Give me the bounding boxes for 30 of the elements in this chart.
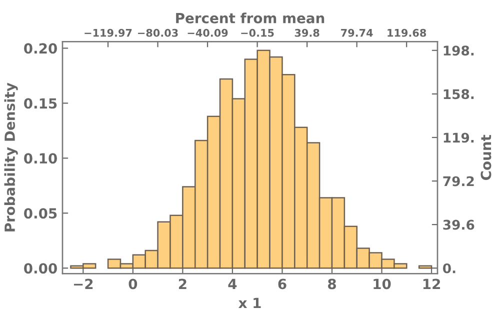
x-tick-label: 0 (128, 278, 138, 290)
x2-tick-label: 79.74 (341, 28, 373, 37)
x-tick-label: 2 (178, 278, 186, 290)
x-tick-label: 4 (228, 278, 237, 290)
y-tick-label: 0.05 (24, 208, 57, 219)
y2-tick-label: 158. (444, 89, 474, 100)
x2-axis-title: Percent from mean (176, 12, 324, 24)
y-axis-title: Probability Density (4, 82, 18, 232)
y-tick-label: 0.20 (24, 43, 57, 54)
x-tick-label: 8 (328, 278, 336, 290)
x2-tick-label: −80.03 (138, 28, 178, 37)
x-tick-label: 12 (423, 278, 440, 290)
y2-tick-label: 0. (442, 263, 456, 274)
y2-tick-label: 119. (444, 132, 474, 143)
x2-tick-label: −0.15 (241, 28, 274, 37)
x-tick-label: −2 (74, 278, 93, 290)
y2-axis-title: Count (480, 134, 492, 180)
y-tick-label: 0.10 (24, 153, 57, 164)
x-tick-label: 10 (374, 278, 391, 290)
x-tick-label: 6 (278, 278, 286, 290)
x2-tick-label: 39.8 (294, 28, 320, 37)
x-axis-title: x 1 (238, 298, 261, 308)
y2-tick-label: 79.2 (443, 176, 474, 186)
x2-tick-label: −119.97 (84, 28, 132, 37)
y-tick-label: 0.15 (24, 98, 57, 109)
y2-tick-label: 198. (444, 46, 474, 56)
x2-tick-label: −40.09 (188, 28, 228, 37)
y2-tick-label: 39.6 (443, 220, 474, 230)
y-tick-label: 0.00 (24, 263, 57, 274)
x2-tick-label: 119.68 (388, 28, 426, 37)
